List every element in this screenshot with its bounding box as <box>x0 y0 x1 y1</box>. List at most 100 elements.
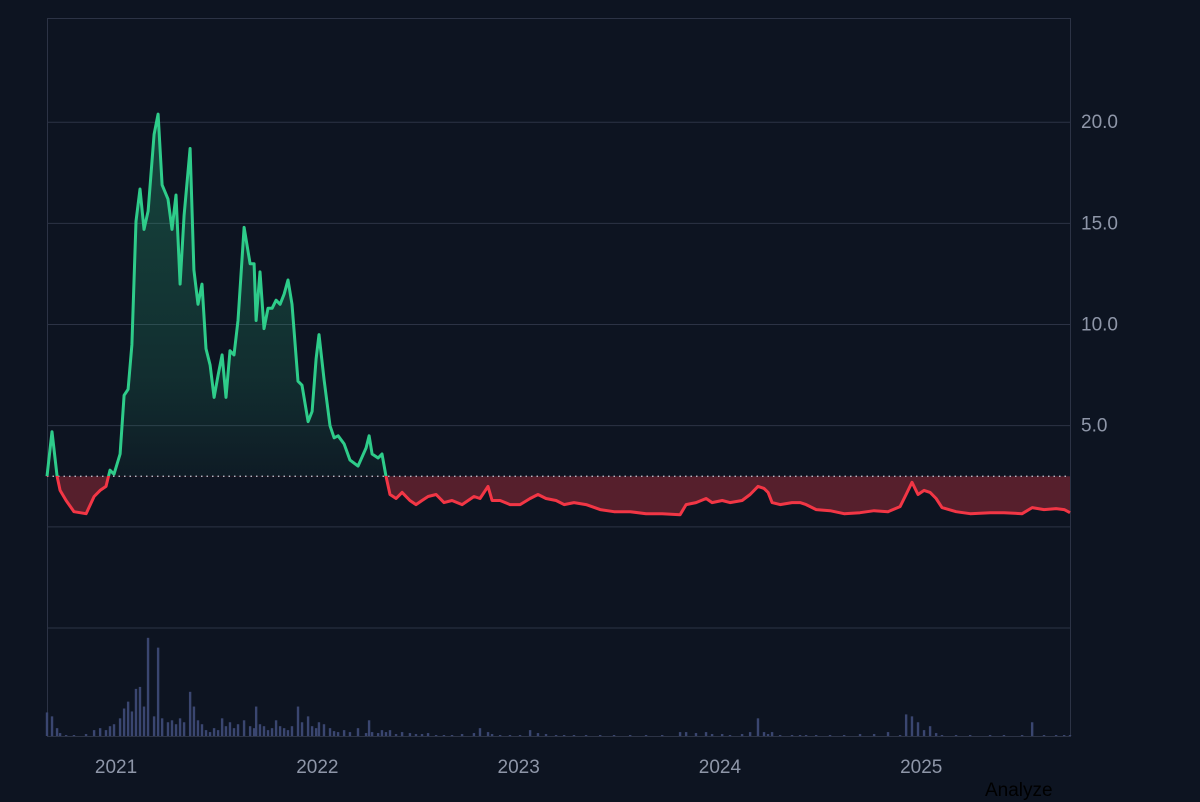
volume-bar <box>694 733 698 736</box>
volume-bar <box>442 735 446 736</box>
volume-bar <box>814 735 818 736</box>
volume-bar <box>408 733 412 736</box>
volume-bar <box>400 732 404 736</box>
volume-bar <box>178 718 182 736</box>
volume-bar <box>45 712 49 736</box>
volume-bar <box>684 732 688 736</box>
volume-bar <box>450 735 454 736</box>
x-tick-label: 2023 <box>498 757 540 778</box>
volume-bar <box>536 733 540 736</box>
volume-bar <box>310 726 314 736</box>
volume-bar <box>380 730 384 736</box>
volume-bar <box>562 735 566 736</box>
plot-frame <box>47 18 1071 737</box>
volume-bar <box>364 733 368 736</box>
volume-bar <box>332 731 336 736</box>
volume-bar <box>554 735 558 736</box>
volume-bar <box>160 718 164 736</box>
volume-bar <box>306 716 310 736</box>
volume-bar <box>130 711 134 736</box>
area <box>47 114 1070 515</box>
volume-bar <box>1042 735 1046 736</box>
volume-bar <box>886 732 890 736</box>
volume-bar <box>182 722 186 736</box>
volume-bar <box>384 732 388 736</box>
volume-bar <box>166 722 170 736</box>
volume-bar <box>628 735 632 736</box>
volume-bar <box>342 730 346 736</box>
volume-bar <box>460 734 464 736</box>
volume-bar <box>152 716 156 736</box>
volume-bar <box>584 735 588 736</box>
volume-bar <box>1030 722 1034 736</box>
y-tick-label: 5.0 <box>1081 416 1107 437</box>
x-tick-label: 2025 <box>900 757 942 778</box>
volume-bar <box>426 733 430 736</box>
volume-bar <box>1020 735 1024 736</box>
x-tick-label: 2022 <box>296 757 338 778</box>
volume-bar <box>236 724 240 736</box>
volume-bar <box>898 735 902 736</box>
volume-bar <box>104 730 108 736</box>
volume-bar <box>842 735 846 736</box>
volume-bar <box>720 734 724 736</box>
volume-bar <box>92 730 96 736</box>
volume-bar <box>58 733 62 736</box>
volume-bar <box>928 726 932 736</box>
volume-bar <box>108 726 112 736</box>
volume-bar <box>220 718 224 736</box>
volume-bar <box>1054 735 1058 736</box>
volume-bar <box>122 708 126 736</box>
volume-bar <box>314 728 318 736</box>
volume-bar <box>262 726 266 736</box>
volume-bar <box>934 733 938 736</box>
volume-bar <box>414 734 418 736</box>
volume-bar <box>138 686 142 736</box>
x-tick-label: 2021 <box>95 757 137 778</box>
volume-bar <box>192 706 196 736</box>
volume-bar <box>72 735 76 736</box>
volume-bar <box>490 734 494 736</box>
volume-bar <box>156 647 160 736</box>
volume-bar <box>704 732 708 736</box>
volume-bar <box>146 637 150 736</box>
volume-bar <box>858 734 862 736</box>
volume-bar <box>370 732 374 736</box>
line <box>45 112 1071 517</box>
volume-bar <box>134 688 138 736</box>
volume-bar <box>612 735 616 736</box>
volume-bar <box>910 716 914 736</box>
volume-bar <box>188 691 192 736</box>
volume-bar <box>336 732 340 736</box>
volume-bar <box>1002 735 1006 736</box>
volume-bar <box>922 730 926 736</box>
volume-bar <box>84 734 88 736</box>
volume-bar <box>790 735 794 736</box>
y-tick-label: 20.0 <box>1081 112 1118 133</box>
x-tick-label: 2024 <box>699 757 742 778</box>
volume-bar <box>798 735 802 736</box>
volume-bar <box>282 728 286 736</box>
volume-bar <box>248 726 252 736</box>
volume-bar <box>204 730 208 736</box>
volume-bar <box>572 735 576 736</box>
volume-bar <box>317 722 321 736</box>
volume-bar <box>528 730 532 736</box>
volume-bar <box>940 735 944 736</box>
volume-bar <box>254 706 258 736</box>
volume-bar <box>232 728 236 736</box>
volume-bar <box>518 735 522 736</box>
volume-bar <box>98 728 102 736</box>
volume-bar <box>954 735 958 736</box>
volume-bar <box>200 724 204 736</box>
volume-bar <box>420 734 424 736</box>
volume-bar <box>1068 735 1072 736</box>
volume-bar <box>478 728 482 736</box>
volume-bar <box>322 724 326 736</box>
volume-bar <box>770 732 774 736</box>
volume-bar <box>55 728 59 736</box>
analyze-button[interactable]: Analyze <box>985 780 1053 801</box>
volume-bar <box>216 730 220 736</box>
